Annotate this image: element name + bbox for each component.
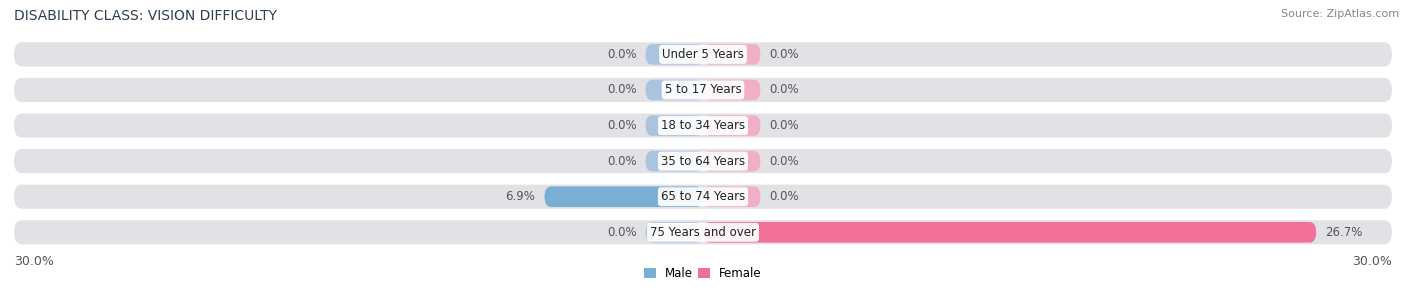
Text: 0.0%: 0.0%: [769, 84, 799, 96]
Text: 0.0%: 0.0%: [607, 119, 637, 132]
Text: 30.0%: 30.0%: [14, 256, 53, 268]
FancyBboxPatch shape: [703, 44, 761, 65]
FancyBboxPatch shape: [703, 115, 761, 136]
Text: 0.0%: 0.0%: [769, 48, 799, 61]
Text: 0.0%: 0.0%: [607, 48, 637, 61]
FancyBboxPatch shape: [703, 222, 1316, 242]
Text: 0.0%: 0.0%: [769, 155, 799, 168]
Text: 0.0%: 0.0%: [607, 226, 637, 239]
Text: 65 to 74 Years: 65 to 74 Years: [661, 190, 745, 203]
FancyBboxPatch shape: [14, 42, 1392, 66]
Text: 30.0%: 30.0%: [1353, 256, 1392, 268]
FancyBboxPatch shape: [703, 151, 761, 171]
Text: DISABILITY CLASS: VISION DIFFICULTY: DISABILITY CLASS: VISION DIFFICULTY: [14, 9, 277, 23]
FancyBboxPatch shape: [645, 80, 703, 100]
Text: Under 5 Years: Under 5 Years: [662, 48, 744, 61]
Text: 5 to 17 Years: 5 to 17 Years: [665, 84, 741, 96]
FancyBboxPatch shape: [544, 186, 703, 207]
Text: 18 to 34 Years: 18 to 34 Years: [661, 119, 745, 132]
Text: 0.0%: 0.0%: [607, 84, 637, 96]
FancyBboxPatch shape: [14, 149, 1392, 173]
FancyBboxPatch shape: [645, 151, 703, 171]
Text: 75 Years and over: 75 Years and over: [650, 226, 756, 239]
Text: 35 to 64 Years: 35 to 64 Years: [661, 155, 745, 168]
Text: 0.0%: 0.0%: [769, 190, 799, 203]
FancyBboxPatch shape: [14, 185, 1392, 209]
Text: 0.0%: 0.0%: [769, 119, 799, 132]
FancyBboxPatch shape: [645, 115, 703, 136]
Text: 0.0%: 0.0%: [607, 155, 637, 168]
FancyBboxPatch shape: [645, 44, 703, 65]
FancyBboxPatch shape: [703, 186, 761, 207]
Text: 6.9%: 6.9%: [506, 190, 536, 203]
FancyBboxPatch shape: [703, 80, 761, 100]
FancyBboxPatch shape: [14, 220, 1392, 244]
FancyBboxPatch shape: [645, 222, 703, 242]
FancyBboxPatch shape: [14, 113, 1392, 138]
FancyBboxPatch shape: [14, 78, 1392, 102]
Text: 26.7%: 26.7%: [1326, 226, 1362, 239]
Text: Source: ZipAtlas.com: Source: ZipAtlas.com: [1281, 9, 1399, 19]
Legend: Male, Female: Male, Female: [641, 265, 765, 283]
